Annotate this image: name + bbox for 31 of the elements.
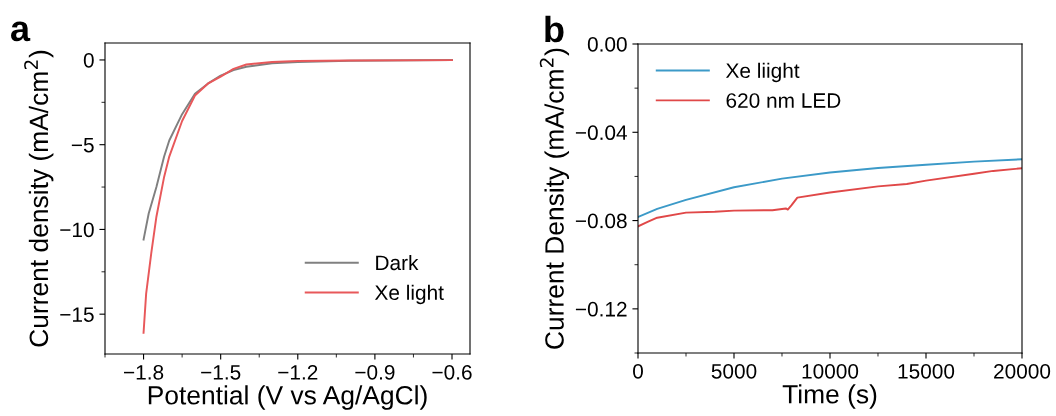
legend-label: Xe light — [374, 284, 444, 305]
y-axis-title: Current density (mA/cm$^{2}$) — [24, 50, 54, 347]
x-axis-title: Potential (V vs Ag/AgCl) — [148, 385, 427, 410]
legend-label: 620 nm LED — [726, 93, 841, 108]
line-series — [638, 158, 1022, 219]
x-tick-label: −0.9 — [355, 364, 395, 380]
x-tick-label: −1.8 — [124, 364, 164, 380]
y-tick-label: −10 — [60, 222, 94, 238]
x-tick-label: 20000 — [994, 363, 1051, 379]
y-tick-label: −0.12 — [575, 301, 627, 317]
line-series — [638, 167, 1022, 228]
y-tick-label: 0.00 — [587, 37, 627, 52]
x-axis-title: Time (s) — [782, 384, 877, 409]
legend-label: Dark — [376, 254, 419, 271]
x-tick-label: −1.2 — [278, 364, 318, 380]
x-tick-label: 10000 — [802, 363, 859, 379]
x-tick-label: −0.6 — [432, 364, 472, 380]
legend-label: Xe liight — [725, 62, 800, 83]
y-tick-label: −15 — [60, 307, 94, 322]
line-series — [142, 59, 453, 334]
y-tick-label: 0 — [83, 52, 94, 68]
x-tick-label: 5000 — [711, 363, 757, 379]
text: a — [11, 21, 31, 42]
y-axis-title: Current Density (mA/cm$^{2}$) — [539, 48, 570, 349]
x-tick-label: 15000 — [898, 363, 955, 379]
y-tick-label: −0.04 — [575, 125, 627, 141]
x-tick-label: 0 — [633, 363, 643, 379]
text: b — [545, 15, 564, 43]
x-tick-label: −1.5 — [201, 365, 241, 380]
y-tick-label: −0.08 — [575, 213, 627, 229]
y-tick-label: −5 — [71, 137, 94, 153]
